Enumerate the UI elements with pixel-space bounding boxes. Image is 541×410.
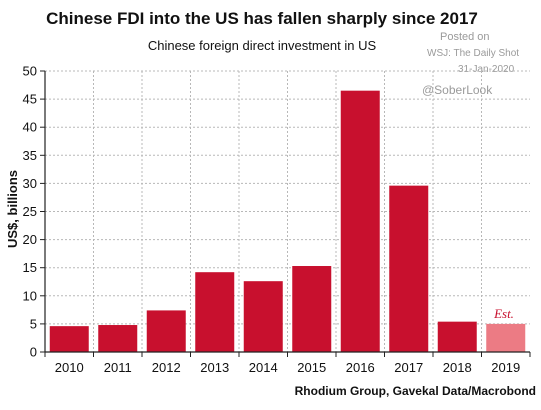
chart-subtitle: Chinese foreign direct investment in US [148,38,377,53]
y-tick-label: 25 [23,204,37,219]
x-tick-label: 2013 [200,360,229,375]
gridlines [45,70,530,352]
x-tick-label: 2017 [394,360,423,375]
bar-2019 [486,323,526,352]
y-tick-label: 10 [23,288,37,303]
bar-2015 [292,266,332,352]
x-tick-label: 2015 [297,360,326,375]
y-tick-labels: 0 5 10 15 20 25 30 35 40 45 50 [23,64,37,360]
y-tick-label: 45 [23,92,37,107]
y-tick-label: 20 [23,232,37,247]
estimate-label: Est. [493,306,514,321]
x-tick-label: 2012 [152,360,181,375]
bar-2013 [195,272,235,352]
x-tick-label: 2014 [249,360,278,375]
watermark-handle: @SoberLook [422,83,493,97]
y-tick-label: 15 [23,260,37,275]
x-tick-label: 2010 [55,360,84,375]
watermark-outlet: WSJ: The Daily Shot [427,48,519,59]
x-tick-label: 2011 [104,360,132,375]
x-tick-label: 2016 [346,360,375,375]
bars [49,90,526,353]
x-tick-label: 2018 [443,360,472,375]
y-tick-label: 5 [30,316,37,331]
bar-2016 [340,90,380,353]
axes [40,70,531,357]
bar-2014 [243,281,283,352]
source-note: Rhodium Group, Gavekal Data/Macrobond [295,384,536,398]
bar-2010 [49,326,89,352]
x-tick-labels: 2010 2011 2012 2013 2014 2015 2016 2017 2018 2019 [55,360,520,375]
bar-2011 [98,325,138,352]
bar-2018 [437,321,477,352]
y-tick-label: 35 [23,148,37,163]
watermark-posted: Posted on [440,31,490,43]
x-tick-label: 2019 [491,360,520,375]
y-tick-label: 30 [23,176,37,191]
watermark-date: 31-Jan-2020 [458,64,515,75]
y-tick-label: 50 [23,64,37,79]
bar-2017 [389,185,429,352]
y-axis-label: US$, billions [5,170,20,248]
bar-2012 [146,310,186,352]
y-tick-label: 0 [30,345,37,360]
chart-title: Chinese FDI into the US has fallen sharp… [46,9,478,28]
y-tick-label: 40 [23,120,37,135]
